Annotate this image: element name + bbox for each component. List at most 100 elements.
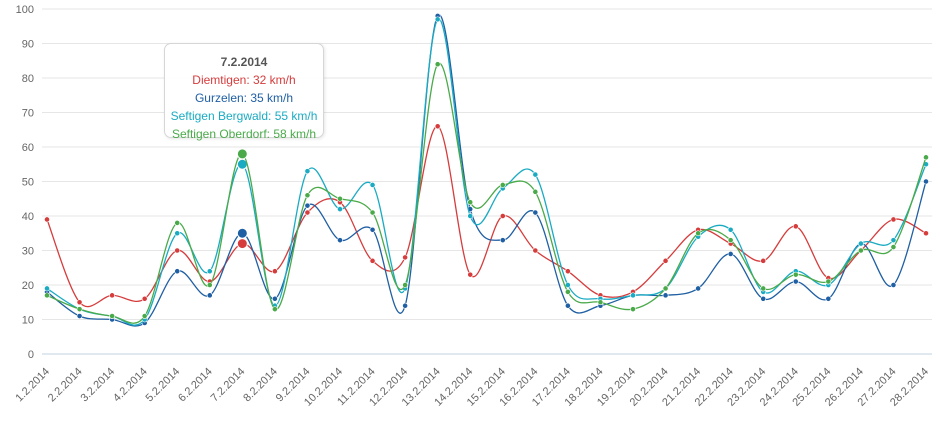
- data-point-seftigen-oberdorf: [467, 199, 474, 206]
- data-point-gurzelen: [564, 302, 571, 309]
- data-point-seftigen-oberdorf: [499, 182, 506, 188]
- y-tick-label: 10: [22, 315, 34, 327]
- x-tick-label: 5.2.2014: [144, 366, 183, 405]
- data-point-gurzelen: [792, 278, 799, 285]
- data-point-diemtigen: [792, 223, 799, 230]
- data-point-gurzelen: [76, 313, 83, 319]
- y-tick-label: 30: [22, 246, 34, 258]
- y-tick-label: 50: [22, 177, 34, 189]
- data-point-gurzelen: [174, 268, 181, 275]
- data-point-seftigen-bergwald: [369, 182, 376, 188]
- data-point-diemtigen: [402, 254, 409, 261]
- data-point-seftigen-oberdorf: [630, 306, 636, 313]
- tooltip-line-gurzelen: Gurzelen: 35 km/h: [194, 91, 294, 105]
- data-point-seftigen-oberdorf: [44, 292, 50, 299]
- data-point-seftigen-oberdorf: [369, 209, 376, 216]
- data-point-seftigen-oberdorf: [890, 244, 897, 250]
- data-point-seftigen-bergwald: [890, 237, 897, 244]
- data-point-seftigen-oberdorf: [532, 188, 539, 195]
- y-tick-label: 20: [22, 280, 34, 292]
- data-point-seftigen-oberdorf: [109, 313, 116, 319]
- data-point-diemtigen: [499, 213, 506, 219]
- x-tick-label: 4.2.2014: [111, 366, 150, 405]
- data-point-seftigen-oberdorf: [271, 306, 278, 313]
- data-point-seftigen-oberdorf: [662, 285, 669, 292]
- data-point-gurzelen: [727, 251, 734, 257]
- data-point-seftigen-oberdorf: [727, 237, 734, 244]
- data-point-diemtigen: [662, 257, 669, 264]
- y-tick-label: 0: [28, 349, 34, 361]
- tooltip-title: 7.2.2014: [220, 55, 268, 69]
- data-point-seftigen-oberdorf: [402, 282, 409, 288]
- y-tick-label: 100: [16, 4, 34, 16]
- data-point-seftigen-oberdorf: [337, 195, 343, 202]
- data-point-seftigen-oberdorf: [174, 219, 181, 226]
- data-point-gurzelen: [271, 295, 278, 302]
- data-point-gurzelen: [695, 285, 702, 292]
- data-point-diemtigen: [369, 257, 376, 264]
- data-point-seftigen-bergwald: [206, 268, 213, 275]
- data-point-diemtigen: [76, 299, 83, 306]
- data-point-gurzelen: [369, 226, 376, 233]
- data-point-seftigen-oberdorf: [206, 282, 213, 288]
- x-tick-label: 3.2.2014: [78, 366, 117, 405]
- data-point-seftigen-oberdorf: [597, 299, 604, 306]
- data-point-seftigen-oberdorf: [236, 148, 248, 160]
- data-point-diemtigen: [923, 230, 929, 237]
- x-tick-label: 6.2.2014: [176, 366, 215, 405]
- data-point-gurzelen: [532, 209, 539, 216]
- data-point-seftigen-bergwald: [174, 230, 181, 237]
- data-point-gurzelen: [304, 202, 311, 209]
- data-point-diemtigen: [236, 238, 248, 250]
- tooltip-line-seftigen-oberdorf: Seftigen Oberdorf: 58 km/h: [171, 127, 317, 141]
- data-point-seftigen-bergwald: [434, 16, 441, 23]
- data-point-gurzelen: [337, 237, 343, 244]
- tooltip: 7.2.2014 Diemtigen: 32 km/h Gurzelen: 35…: [164, 43, 324, 141]
- data-point-diemtigen: [174, 247, 181, 254]
- data-point-diemtigen: [532, 247, 539, 254]
- data-point-seftigen-bergwald: [304, 168, 311, 175]
- data-point-seftigen-bergwald: [630, 292, 636, 299]
- data-point-gurzelen: [825, 295, 832, 302]
- y-tick-label: 60: [22, 142, 34, 154]
- data-point-diemtigen: [564, 268, 571, 275]
- data-point-seftigen-bergwald: [337, 206, 343, 212]
- y-tick-label: 40: [22, 211, 34, 223]
- y-tick-label: 80: [22, 73, 34, 85]
- data-point-gurzelen: [890, 282, 897, 288]
- data-point-gurzelen: [499, 237, 506, 244]
- data-point-seftigen-bergwald: [532, 171, 539, 178]
- y-tick-label: 90: [22, 39, 34, 51]
- tooltip-line-seftigen-bergwald: Seftigen Bergwald: 55 km/h: [170, 109, 318, 123]
- data-point-diemtigen: [434, 123, 441, 130]
- data-point-diemtigen: [271, 268, 278, 275]
- data-point-gurzelen: [402, 302, 409, 309]
- x-tick-label: 8.2.2014: [241, 366, 280, 405]
- data-point-seftigen-oberdorf: [434, 61, 441, 68]
- data-point-gurzelen: [236, 227, 248, 239]
- data-point-seftigen-oberdorf: [792, 271, 799, 278]
- data-point-diemtigen: [890, 216, 897, 223]
- data-point-gurzelen: [760, 295, 767, 302]
- tooltip-line-diemtigen: Diemtigen: 32 km/h: [192, 73, 296, 87]
- data-point-seftigen-oberdorf: [141, 313, 148, 319]
- data-point-seftigen-oberdorf: [825, 278, 832, 285]
- data-point-diemtigen: [760, 257, 767, 264]
- data-point-seftigen-oberdorf: [304, 192, 311, 199]
- data-point-seftigen-bergwald: [467, 213, 474, 219]
- data-point-seftigen-oberdorf: [695, 230, 702, 237]
- data-point-seftigen-bergwald: [44, 285, 50, 292]
- data-point-seftigen-oberdorf: [923, 154, 929, 161]
- x-tick-label: 1.2.2014: [13, 366, 52, 405]
- data-point-gurzelen: [662, 292, 669, 299]
- data-point-seftigen-bergwald: [727, 226, 734, 233]
- data-point-seftigen-oberdorf: [76, 306, 83, 313]
- data-point-gurzelen: [923, 178, 929, 185]
- data-point-diemtigen: [109, 292, 116, 299]
- data-point-seftigen-oberdorf: [857, 247, 864, 254]
- data-point-seftigen-oberdorf: [760, 285, 767, 292]
- data-point-diemtigen: [44, 216, 50, 223]
- y-tick-label: 70: [22, 108, 34, 120]
